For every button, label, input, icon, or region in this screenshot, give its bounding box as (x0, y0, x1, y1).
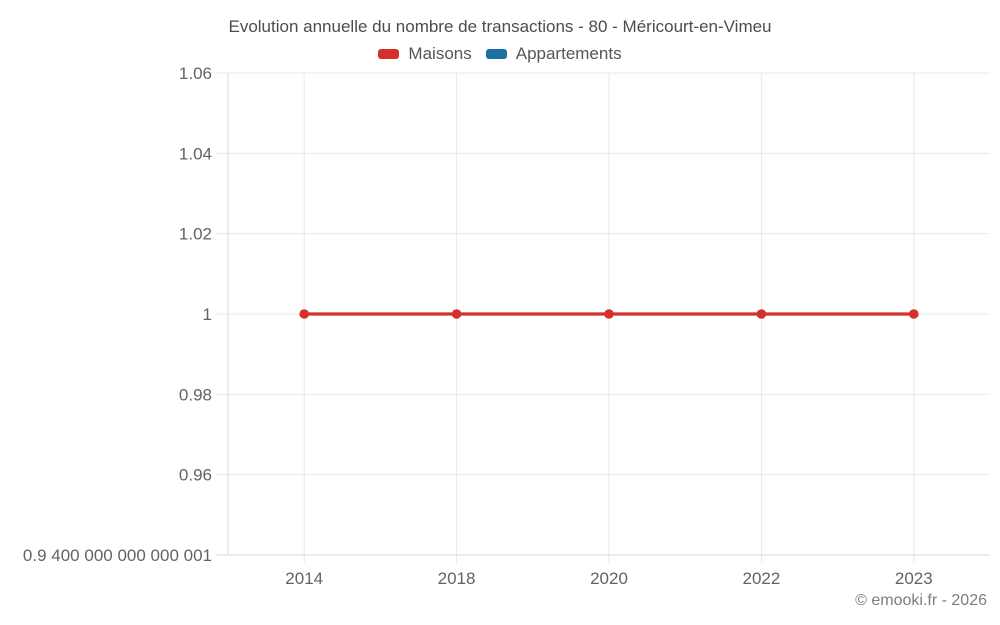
y-tick-label-1: 1 (203, 305, 212, 324)
x-tick-label-2014: 2014 (285, 569, 323, 588)
data-point-maisons-2022 (756, 309, 767, 319)
x-tick-label-2023: 2023 (895, 569, 933, 588)
y-tick-label-1.02: 1.02 (179, 225, 212, 244)
y-tick-label-1.04: 1.04 (179, 144, 212, 163)
legend-label-maisons: Maisons (408, 44, 472, 63)
y-tick-label-0.96: 0.96 (179, 466, 212, 485)
data-point-maisons-2014 (299, 309, 310, 319)
chart-legend: Maisons Appartements (0, 44, 1000, 64)
legend-item-appartements[interactable]: Appartements (485, 44, 622, 64)
appartements-series-swatch-icon (485, 49, 507, 59)
legend-label-appartements: Appartements (515, 44, 622, 63)
legend-item-maisons[interactable]: Maisons (378, 44, 472, 64)
x-tick-label-2022: 2022 (742, 569, 780, 588)
x-tick-label-2020: 2020 (590, 569, 628, 588)
copyright-label: © emooki.fr - 2026 (855, 592, 987, 609)
y-tick-label-0.94: 0.9 400 000 000 000 001 (23, 546, 212, 565)
data-point-maisons-2020 (604, 309, 614, 319)
data-point-maisons-2023 (909, 309, 919, 319)
x-tick-label-2018: 2018 (438, 569, 476, 588)
chart-title: Evolution annuelle du nombre de transact… (228, 17, 772, 36)
data-point-maisons-2018 (451, 309, 462, 319)
y-tick-label-0.98: 0.98 (179, 385, 212, 404)
maisons-series-swatch-icon (378, 49, 400, 59)
y-tick-label-1.06: 1.06 (179, 64, 212, 83)
